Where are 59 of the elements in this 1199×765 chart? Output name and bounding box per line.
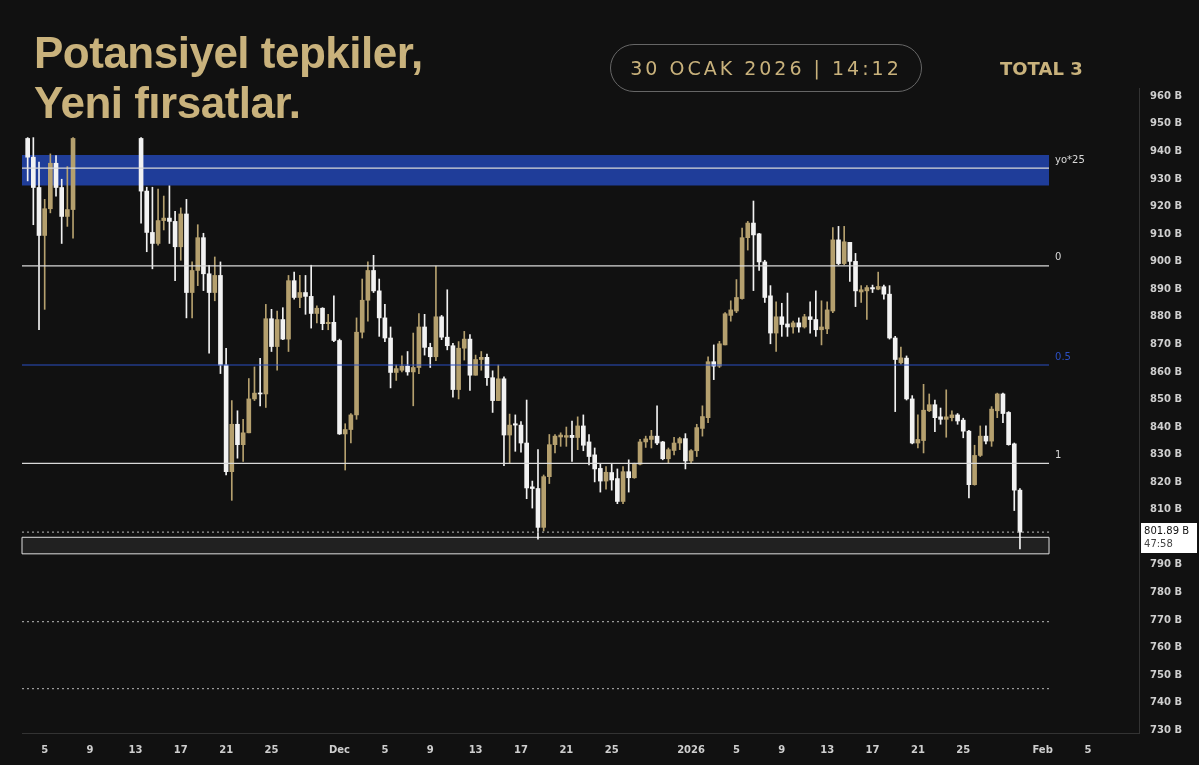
x-tick-label: 13 <box>128 743 143 755</box>
x-tick-label: 21 <box>559 743 574 755</box>
x-tick-label: 21 <box>219 743 234 755</box>
annotation: 1 <box>1055 449 1062 461</box>
x-tick-label: 9 <box>426 743 434 755</box>
candlestick <box>325 313 331 331</box>
x-tick-label: 17 <box>173 743 188 755</box>
y-tick-label: 810 B <box>1150 503 1183 515</box>
x-tick-label: 17 <box>514 743 528 755</box>
candlestick <box>512 414 518 452</box>
y-tick-label: 910 B <box>1150 227 1183 239</box>
x-tick-label: Dec <box>329 743 351 755</box>
text: 47:58 <box>1144 537 1173 549</box>
y-tick-label: 740 B <box>1150 696 1183 708</box>
y-tick-label: 830 B <box>1150 448 1183 460</box>
candlestick <box>569 420 575 462</box>
y-tick-label: 750 B <box>1150 668 1183 680</box>
y-tick-label: 780 B <box>1150 586 1183 598</box>
y-tick-label: 940 B <box>1150 144 1183 156</box>
y-tick-label: 870 B <box>1150 337 1183 349</box>
y-tick-label: 900 B <box>1150 255 1183 267</box>
y-tick-label: 930 B <box>1150 172 1183 184</box>
candlestick <box>297 275 303 309</box>
x-tick-label: 5 <box>41 743 49 755</box>
text: 801.89 B <box>1144 524 1190 536</box>
chart-title: Potansiyel tepkiler, Yeni fırsatlar. <box>34 28 423 128</box>
annotation: 0 <box>1055 251 1062 263</box>
x-tick-label: 5 <box>1084 743 1092 755</box>
x-tick-label: 25 <box>264 743 279 755</box>
y-tick-label: 920 B <box>1150 200 1183 212</box>
text: TOTAL 3 <box>1000 57 1083 79</box>
x-tick-label: 21 <box>910 743 925 755</box>
y-tick-label: 840 B <box>1150 420 1183 432</box>
y-tick-label: 760 B <box>1150 641 1183 653</box>
x-tick-label: 25 <box>956 743 971 755</box>
ref-line-label: yo*25 <box>1055 153 1085 165</box>
y-tick-label: 770 B <box>1150 613 1183 625</box>
x-tick-label: 5 <box>381 743 389 755</box>
x-tick-label: 5 <box>732 743 740 755</box>
y-tick-label: 860 B <box>1150 365 1183 377</box>
y-tick-label: 730 B <box>1150 723 1183 735</box>
y-tick-label: 950 B <box>1150 117 1183 129</box>
x-tick-label: Feb <box>1032 743 1053 755</box>
y-tick-label: 890 B <box>1150 282 1183 294</box>
y-tick-label: 790 B <box>1150 558 1183 570</box>
y-tick-label: 960 B <box>1150 89 1183 101</box>
x-tick-label: 9 <box>86 743 94 755</box>
x-tick-label: 2026 <box>677 743 706 755</box>
y-tick-label: 850 B <box>1150 393 1183 405</box>
candlestick <box>875 271 881 291</box>
x-tick-label: 13 <box>468 743 483 755</box>
x-tick-label: 13 <box>820 743 835 755</box>
x-tick-label: 25 <box>604 743 619 755</box>
x-tick-label: 9 <box>778 743 786 755</box>
y-tick-label: 880 B <box>1150 310 1183 322</box>
x-tick-label: 17 <box>865 743 880 755</box>
annotation: 0.5 <box>1055 350 1071 362</box>
y-tick-label: 820 B <box>1150 475 1183 487</box>
chart-subtitle: 30 OCAK 2026 | 14:12 <box>610 44 922 92</box>
